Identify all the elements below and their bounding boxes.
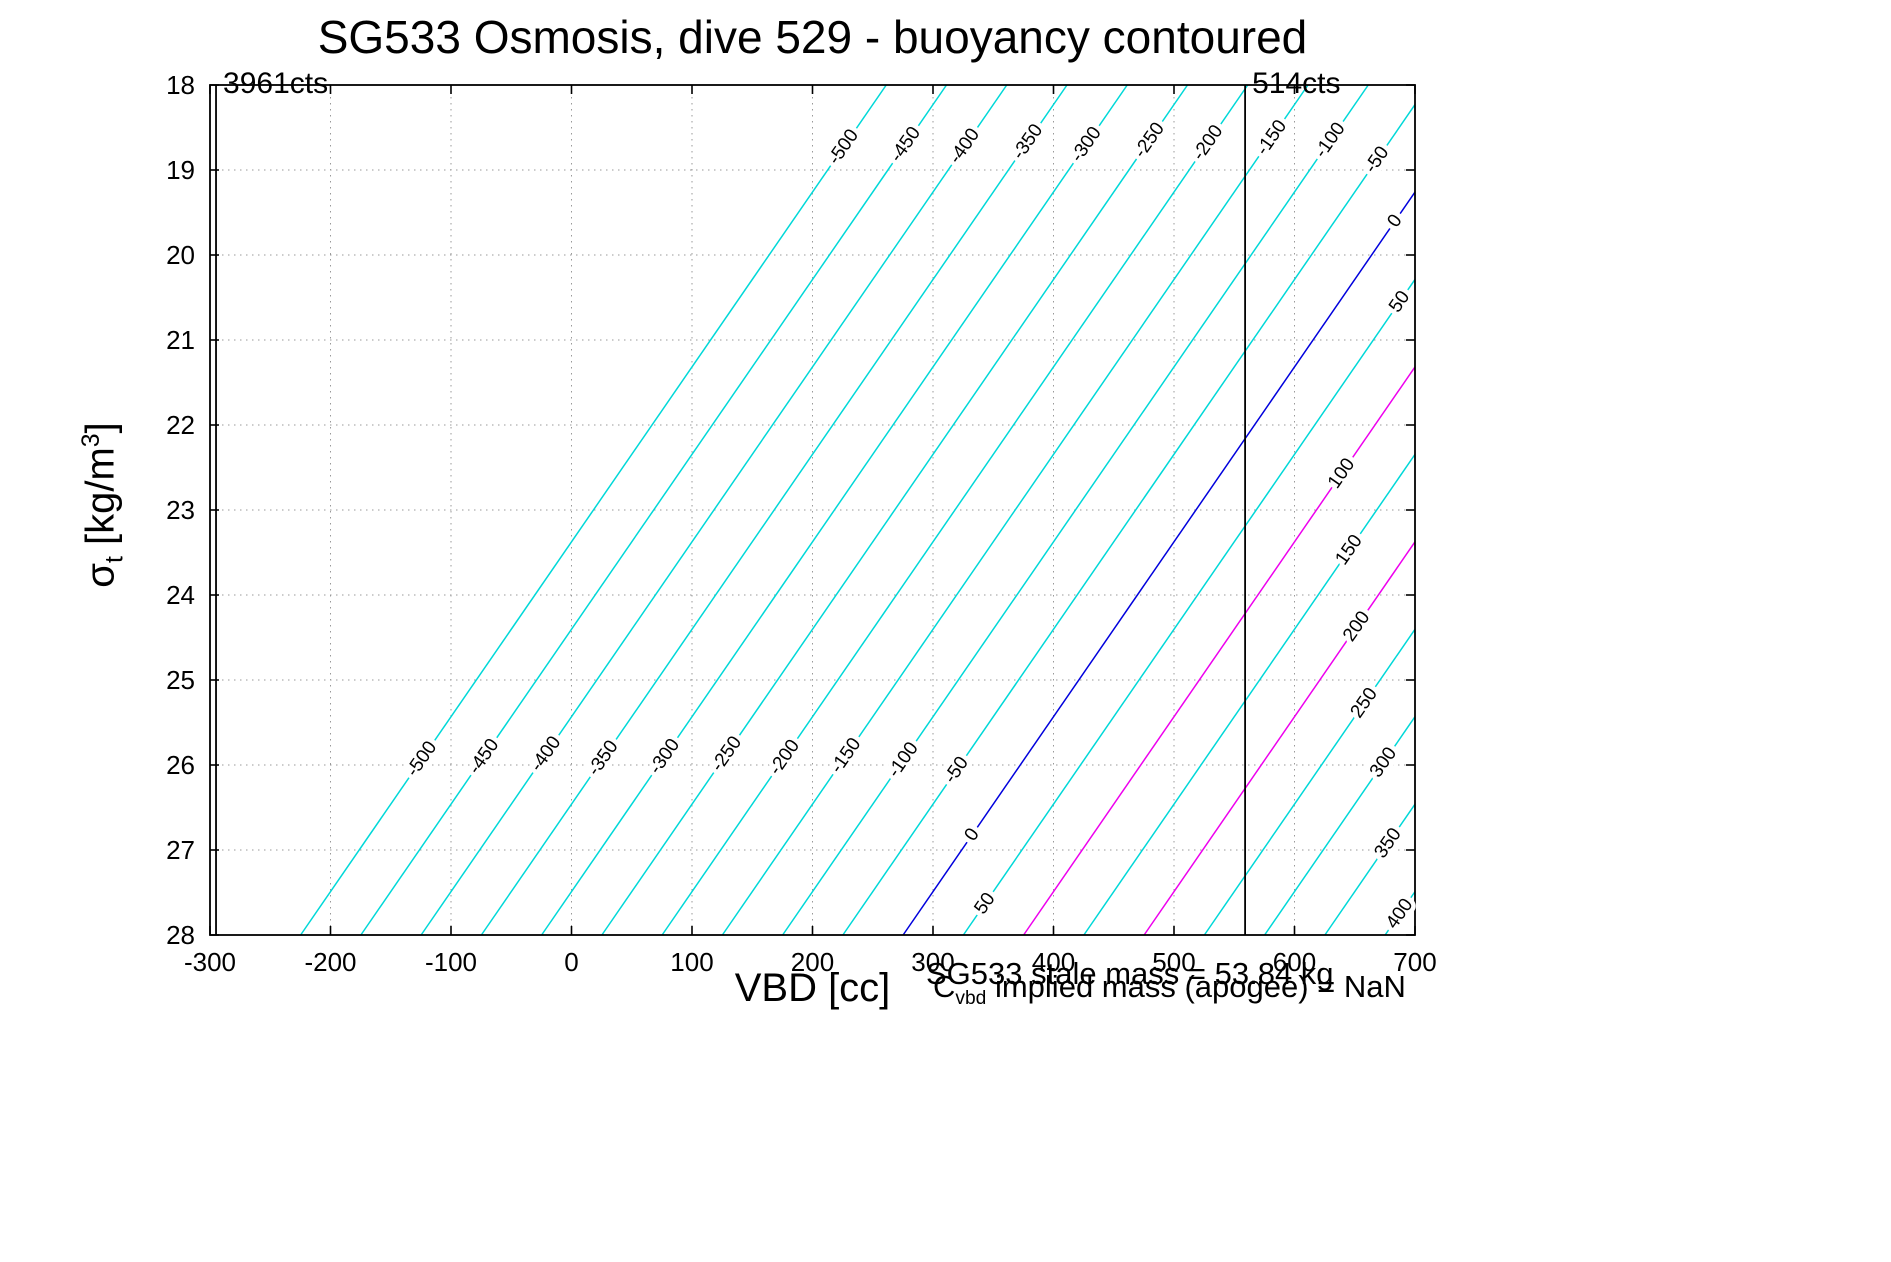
contour-label--450: -450: [886, 123, 925, 166]
contour-line--500: [299, 84, 887, 936]
contour-label-150: 150: [1331, 531, 1366, 569]
contour-label--400: -400: [945, 125, 984, 168]
y-tick-label: 18: [166, 70, 195, 100]
y-tick-label: 22: [166, 410, 195, 440]
x-axis-label: VBD [cc]: [734, 966, 891, 1010]
contour-label-250: 250: [1347, 684, 1382, 722]
x-tick-label: 100: [670, 947, 713, 977]
implied-mass-value: NaN: [1343, 969, 1406, 1004]
contour-line-300: [1263, 716, 1416, 936]
x-tick-label: -300: [184, 947, 236, 977]
contour-label--500: -500: [402, 737, 441, 780]
contour-line-250: [1203, 628, 1416, 936]
contour-line-150: [1083, 453, 1416, 936]
y-tick-label: 23: [166, 495, 195, 525]
contour-label--450: -450: [464, 735, 503, 778]
contour-label-300: 300: [1366, 743, 1401, 781]
contour-line--400: [420, 84, 1008, 936]
x-tick-label: 400: [1032, 947, 1075, 977]
contour-line--250: [601, 84, 1189, 936]
contour-label-100: 100: [1324, 454, 1359, 492]
contour-label--50: -50: [940, 753, 973, 788]
contour-label-350: 350: [1370, 824, 1405, 862]
contour-line-100: [1022, 366, 1416, 936]
chart-title: SG533 Osmosis, dive 529 - buoyancy conto…: [317, 11, 1308, 63]
y-tick-label: 27: [166, 835, 195, 865]
x-tick-label: 700: [1393, 947, 1436, 977]
contour-line--50: [842, 104, 1416, 936]
contour-line--300: [540, 84, 1128, 936]
contour-label--250: -250: [1130, 119, 1169, 162]
count-line-label: 514cts: [1252, 67, 1340, 100]
contour-line--100: [781, 84, 1369, 936]
x-tick-label: 600: [1273, 947, 1316, 977]
ylabel-superscript: 3: [78, 433, 105, 448]
stale-mass-annotation: SG533 stale mass = 53.84 kg: [926, 956, 1334, 991]
contour-line-0: [902, 191, 1416, 936]
count-line-label: 3961cts: [223, 67, 328, 100]
contour-label--200: -200: [1188, 121, 1227, 164]
contour-label--250: -250: [707, 732, 746, 775]
contour-label-50: 50: [970, 889, 999, 918]
y-tick-label: 24: [166, 580, 195, 610]
y-tick-label: 21: [166, 325, 195, 355]
contour-label--150: -150: [826, 734, 865, 777]
contour-label--100: -100: [1311, 119, 1350, 162]
y-tick-label: 28: [166, 920, 195, 950]
contour-label--350: -350: [1008, 120, 1047, 163]
contour-line-400: [1384, 891, 1416, 936]
contour-label--50: -50: [1360, 143, 1393, 178]
cvbd-symbol: C: [933, 969, 956, 1004]
x-tick-label: -100: [425, 947, 477, 977]
y-tick-label: 25: [166, 665, 195, 695]
contour-line-50: [962, 279, 1416, 936]
contour-line--450: [360, 84, 948, 936]
contour-label--100: -100: [884, 738, 923, 781]
contour-label-400: 400: [1382, 895, 1417, 933]
x-tick-label: 500: [1152, 947, 1195, 977]
cvbd-subscript: vbd: [955, 988, 987, 1010]
ylabel-subscript: t: [101, 556, 129, 564]
contour-label-200: 200: [1339, 607, 1374, 645]
contour-label--200: -200: [765, 736, 804, 779]
contour-label--300: -300: [645, 735, 684, 778]
contour-label--300: -300: [1067, 123, 1106, 166]
contour-label-50: 50: [1385, 287, 1414, 316]
x-tick-label: 0: [564, 947, 578, 977]
contour-label--500: -500: [824, 125, 863, 168]
x-tick-label: 300: [911, 947, 954, 977]
y-tick-label: 19: [166, 155, 195, 185]
contour-line--350: [480, 84, 1068, 936]
contour-label--400: -400: [526, 732, 565, 775]
implied-mass-annotation: Cvbd implied mass (apogee) = NaN: [933, 969, 1406, 1010]
y-axis-label: σt [kg/m3]: [78, 305, 138, 705]
ylabel-units: [kg/m: [78, 447, 123, 557]
x-tick-label: 200: [791, 947, 834, 977]
contour-label--350: -350: [584, 737, 623, 780]
implied-mass-text: implied mass (apogee) =: [986, 969, 1344, 1004]
contour-line--150: [721, 84, 1309, 936]
y-tick-label: 20: [166, 240, 195, 270]
contour-label-0: 0: [961, 824, 984, 845]
ylabel-sigma-symbol: σ: [78, 563, 123, 588]
ylabel-close-bracket: ]: [78, 422, 123, 434]
contour-line--200: [661, 84, 1249, 936]
contour-label--150: -150: [1252, 116, 1291, 159]
x-tick-label: -200: [304, 947, 356, 977]
contour-line-200: [1143, 541, 1416, 936]
contour-label-0: 0: [1383, 211, 1406, 232]
contour-line-350: [1324, 803, 1416, 936]
y-tick-label: 26: [166, 750, 195, 780]
